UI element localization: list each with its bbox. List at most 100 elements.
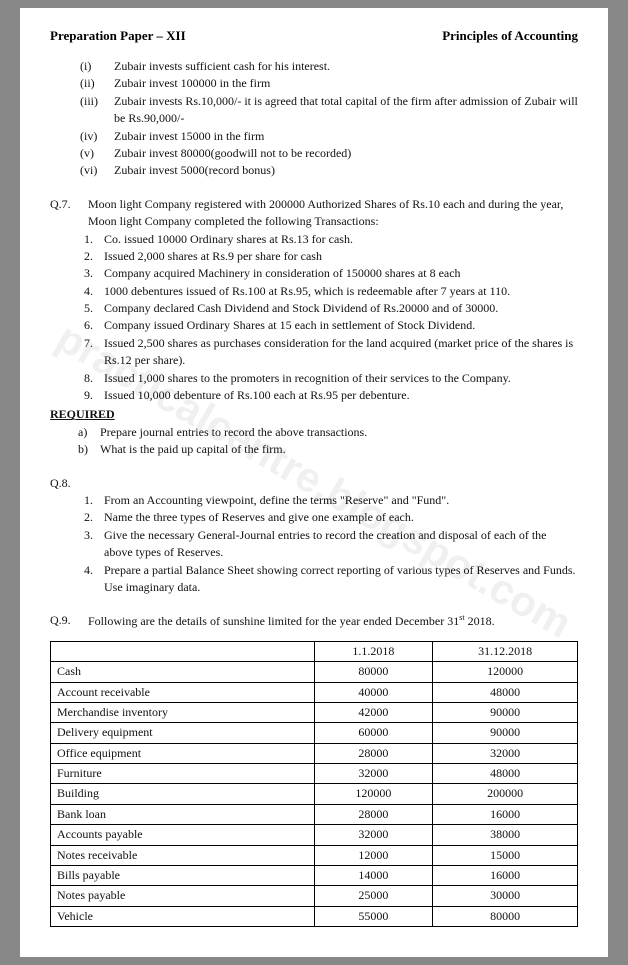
item-text: 1000 debentures issued of Rs.100 at Rs.9… bbox=[104, 283, 578, 300]
table-cell: 40000 bbox=[314, 682, 433, 702]
item-text: Zubair invest 80000(goodwill not to be r… bbox=[114, 145, 578, 162]
table-cell: Notes payable bbox=[51, 886, 315, 906]
item-number: 7. bbox=[84, 335, 104, 370]
table-cell: Accounts payable bbox=[51, 825, 315, 845]
table-cell: 16000 bbox=[433, 866, 578, 886]
q9-intro: Following are the details of sunshine li… bbox=[88, 612, 578, 630]
item-number: 4. bbox=[84, 562, 104, 597]
list-item: 7.Issued 2,500 shares as purchases consi… bbox=[84, 335, 578, 370]
table-cell: 60000 bbox=[314, 723, 433, 743]
item-number: 9. bbox=[84, 387, 104, 404]
list-item: 2.Name the three types of Reserves and g… bbox=[84, 509, 578, 526]
table-cell: Merchandise inventory bbox=[51, 702, 315, 722]
table-cell: 32000 bbox=[433, 743, 578, 763]
item-text: Prepare journal entries to record the ab… bbox=[100, 424, 367, 441]
list-item: (v)Zubair invest 80000(goodwill not to b… bbox=[80, 145, 578, 162]
item-number: b) bbox=[78, 441, 100, 458]
item-number: 1. bbox=[84, 231, 104, 248]
item-text: Company issued Ordinary Shares at 15 eac… bbox=[104, 317, 578, 334]
item-text: Zubair invest 15000 in the firm bbox=[114, 128, 578, 145]
list-item: 8.Issued 1,000 shares to the promoters i… bbox=[84, 370, 578, 387]
list-item: 3.Give the necessary General-Journal ent… bbox=[84, 527, 578, 562]
q7-items: 1.Co. issued 10000 Ordinary shares at Rs… bbox=[84, 231, 578, 405]
table-header-cell: 31.12.2018 bbox=[433, 641, 578, 661]
table-row: Bank loan2800016000 bbox=[51, 804, 578, 824]
table-cell: 32000 bbox=[314, 764, 433, 784]
item-text: Company acquired Machinery in considerat… bbox=[104, 265, 578, 282]
item-text: Company declared Cash Dividend and Stock… bbox=[104, 300, 578, 317]
table-cell: Office equipment bbox=[51, 743, 315, 763]
list-item: 2.Issued 2,000 shares at Rs.9 per share … bbox=[84, 248, 578, 265]
item-number: (v) bbox=[80, 145, 114, 162]
list-item: 1.From an Accounting viewpoint, define t… bbox=[84, 492, 578, 509]
list-item: (i)Zubair invests sufficient cash for hi… bbox=[80, 58, 578, 75]
item-number: 4. bbox=[84, 283, 104, 300]
list-item: 4.1000 debentures issued of Rs.100 at Rs… bbox=[84, 283, 578, 300]
table-row: Merchandise inventory4200090000 bbox=[51, 702, 578, 722]
q7-intro: Moon light Company registered with 20000… bbox=[88, 196, 578, 231]
item-number: (iii) bbox=[80, 93, 114, 128]
table-cell: 80000 bbox=[314, 662, 433, 682]
item-text: Give the necessary General-Journal entri… bbox=[104, 527, 578, 562]
page: practicalcentre.blogspot.com Preparation… bbox=[20, 8, 608, 957]
item-number: (iv) bbox=[80, 128, 114, 145]
table-cell: 55000 bbox=[314, 906, 433, 926]
table-row: Delivery equipment6000090000 bbox=[51, 723, 578, 743]
list-item: a)Prepare journal entries to record the … bbox=[78, 424, 578, 441]
list-item: 5.Company declared Cash Dividend and Sto… bbox=[84, 300, 578, 317]
table-cell: Account receivable bbox=[51, 682, 315, 702]
list-item: 4.Prepare a partial Balance Sheet showin… bbox=[84, 562, 578, 597]
table-cell: 15000 bbox=[433, 845, 578, 865]
table-row: Vehicle5500080000 bbox=[51, 906, 578, 926]
q8-label: Q.8. bbox=[50, 475, 88, 492]
q7-required-list: a)Prepare journal entries to record the … bbox=[78, 424, 578, 459]
table-cell: Building bbox=[51, 784, 315, 804]
table-cell: Furniture bbox=[51, 764, 315, 784]
item-text: Issued 10,000 debenture of Rs.100 each a… bbox=[104, 387, 578, 404]
content: (i)Zubair invests sufficient cash for hi… bbox=[50, 58, 578, 927]
q8-items: 1.From an Accounting viewpoint, define t… bbox=[84, 492, 578, 596]
item-number: 1. bbox=[84, 492, 104, 509]
table-cell: 16000 bbox=[433, 804, 578, 824]
table-cell: 28000 bbox=[314, 743, 433, 763]
q8-block: Q.8. 1.From an Accounting viewpoint, def… bbox=[50, 475, 578, 597]
item-number: 3. bbox=[84, 265, 104, 282]
table-row: Bills payable1400016000 bbox=[51, 866, 578, 886]
item-text: Zubair invests sufficient cash for his i… bbox=[114, 58, 578, 75]
item-number: 2. bbox=[84, 248, 104, 265]
item-number: (ii) bbox=[80, 75, 114, 92]
table-cell: 90000 bbox=[433, 702, 578, 722]
list-item: (vi)Zubair invest 5000(record bonus) bbox=[80, 162, 578, 179]
table-cell: 90000 bbox=[433, 723, 578, 743]
list-item: (iv)Zubair invest 15000 in the firm bbox=[80, 128, 578, 145]
table-cell: 42000 bbox=[314, 702, 433, 722]
item-number: 6. bbox=[84, 317, 104, 334]
table-cell: 32000 bbox=[314, 825, 433, 845]
table-cell: 200000 bbox=[433, 784, 578, 804]
table-cell: Cash bbox=[51, 662, 315, 682]
list-item: (iii)Zubair invests Rs.10,000/- it is ag… bbox=[80, 93, 578, 128]
q9-table: 1.1.201831.12.2018Cash80000120000Account… bbox=[50, 641, 578, 927]
item-text: Zubair invest 100000 in the firm bbox=[114, 75, 578, 92]
table-cell: 120000 bbox=[433, 662, 578, 682]
table-row: Building120000200000 bbox=[51, 784, 578, 804]
q9-block: Q.9. Following are the details of sunshi… bbox=[50, 612, 578, 927]
table-cell: Notes receivable bbox=[51, 845, 315, 865]
table-row: Account receivable4000048000 bbox=[51, 682, 578, 702]
table-cell: 48000 bbox=[433, 764, 578, 784]
item-number: (vi) bbox=[80, 162, 114, 179]
q9-label: Q.9. bbox=[50, 612, 88, 630]
list-item: 1.Co. issued 10000 Ordinary shares at Rs… bbox=[84, 231, 578, 248]
item-text: From an Accounting viewpoint, define the… bbox=[104, 492, 578, 509]
table-cell: 25000 bbox=[314, 886, 433, 906]
table-row: Notes payable2500030000 bbox=[51, 886, 578, 906]
table-row: Notes receivable1200015000 bbox=[51, 845, 578, 865]
table-header-cell: 1.1.2018 bbox=[314, 641, 433, 661]
table-cell: 28000 bbox=[314, 804, 433, 824]
required-label: REQUIRED bbox=[50, 406, 578, 423]
table-cell: 38000 bbox=[433, 825, 578, 845]
table-cell: Bank loan bbox=[51, 804, 315, 824]
item-number: 8. bbox=[84, 370, 104, 387]
header-left: Preparation Paper – XII bbox=[50, 28, 186, 44]
page-header: Preparation Paper – XII Principles of Ac… bbox=[50, 28, 578, 44]
